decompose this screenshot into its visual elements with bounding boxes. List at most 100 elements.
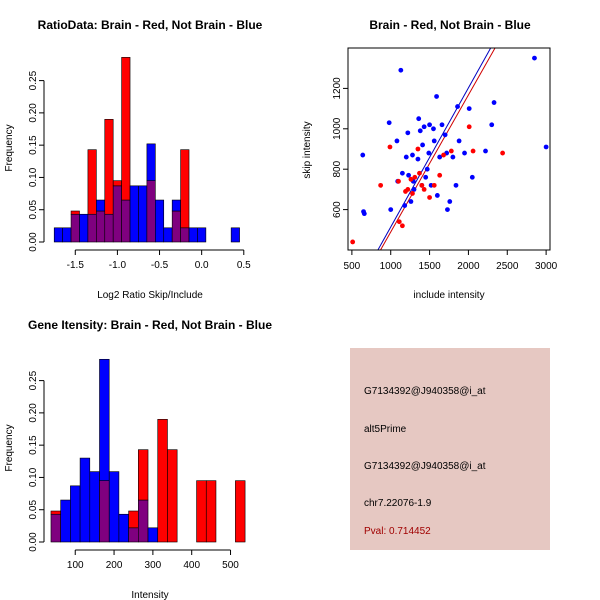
x-tick-label: 0.0 xyxy=(195,260,209,271)
probe-id-label: G7134392@J940358@i_at xyxy=(364,386,486,397)
x-tick-label: 500 xyxy=(222,560,239,571)
not-brain-point xyxy=(469,174,475,180)
not-brain-point xyxy=(421,124,427,130)
histogram-bar-not-brain xyxy=(79,213,89,243)
y-tick-label: 0.10 xyxy=(28,467,39,487)
ratio-histogram-bars xyxy=(53,57,240,243)
y-tick-label: 1000 xyxy=(332,117,343,140)
gene-histogram-panel: Gene Itensity: Brain - Red, Not Brain - … xyxy=(4,318,272,600)
location-label: chr7.22076-1.9 xyxy=(364,498,432,509)
not-brain-point xyxy=(442,132,448,138)
histogram-bar-overlap xyxy=(138,499,149,543)
not-brain-point xyxy=(447,199,453,204)
histogram-bar-not-brain xyxy=(155,199,165,243)
histogram-bar-not-brain xyxy=(129,185,139,243)
not-brain-point xyxy=(434,193,440,198)
x-tick-label: 2500 xyxy=(496,261,519,272)
histogram-bar-not-brain xyxy=(188,227,198,243)
histogram-bar-brain xyxy=(87,149,97,215)
ratio-histogram-x-axis: -1.5 -1.0 -0.5 0.0 0.5 xyxy=(67,249,251,271)
not-brain-point xyxy=(483,148,488,154)
not-brain-point xyxy=(402,203,408,208)
not-brain-point xyxy=(489,122,495,128)
x-tick-label: 400 xyxy=(183,560,200,571)
not-brain-point xyxy=(410,152,415,158)
y-tick-label: 800 xyxy=(332,160,343,177)
ratio-histogram-y-axis: 0.00 0.05 0.10 0.15 0.20 0.25 xyxy=(28,70,45,252)
histogram-bar-brain xyxy=(157,419,168,543)
y-tick-label: 0.05 xyxy=(28,200,39,220)
brain-point xyxy=(387,144,393,150)
x-tick-label: 500 xyxy=(344,261,361,272)
ratio-histogram-panel: RatioData: Brain - Red, Not Brain - Blue… xyxy=(4,18,263,301)
x-tick-label: -1.0 xyxy=(109,260,127,271)
not-brain-point xyxy=(405,130,411,136)
x-tick-label: 300 xyxy=(145,560,162,571)
scatter-xlabel: include intensity xyxy=(413,290,484,301)
brain-point xyxy=(405,187,411,192)
histogram-bar-brain xyxy=(112,180,122,187)
histogram-bar-not-brain xyxy=(70,485,81,543)
x-tick-label: 3000 xyxy=(535,261,558,272)
histogram-bar-overlap xyxy=(171,210,181,243)
x-tick-label: 1000 xyxy=(380,261,403,272)
not-brain-point xyxy=(466,106,472,111)
brain-point xyxy=(412,174,418,180)
not-brain-point xyxy=(417,128,423,134)
brain-point xyxy=(441,152,446,158)
x-tick-label: 2000 xyxy=(457,261,480,272)
histogram-bar-overlap xyxy=(146,180,156,243)
histogram-bar-brain xyxy=(235,480,246,543)
histogram-bar-not-brain xyxy=(171,199,181,212)
not-brain-point xyxy=(420,142,425,148)
not-brain-point xyxy=(361,211,367,217)
histogram-bar-brain xyxy=(50,510,61,515)
ratio-histogram-xlabel: Log2 Ratio Skip/Include xyxy=(97,290,203,301)
brain-point xyxy=(448,148,454,154)
histogram-bar-not-brain xyxy=(96,199,106,212)
gene-histogram-title: Gene Itensity: Brain - Red, Not Brain - … xyxy=(28,318,272,332)
not-brain-point xyxy=(445,207,450,213)
pval-label: Pval: 0.714452 xyxy=(364,526,431,537)
y-tick-label: 0.25 xyxy=(28,370,39,390)
histogram-bar-overlap xyxy=(70,213,80,243)
not-brain-point xyxy=(462,150,467,156)
brain-point xyxy=(500,150,506,156)
gene-histogram-ylabel: Frequency xyxy=(4,424,15,471)
histogram-bar-not-brain xyxy=(163,227,173,243)
not-brain-point xyxy=(416,116,422,122)
brain-point xyxy=(396,219,402,225)
histogram-bar-brain xyxy=(70,210,80,215)
y-tick-label: 600 xyxy=(332,201,343,218)
scatter-plot-frame xyxy=(347,47,551,251)
x-tick-label: 1500 xyxy=(418,261,441,272)
not-brain-point xyxy=(456,138,462,144)
histogram-bar-overlap xyxy=(121,199,131,243)
scatter-fit-lines xyxy=(377,48,496,250)
x-tick-label: 100 xyxy=(67,560,84,571)
regression-line xyxy=(379,48,496,250)
not-brain-point xyxy=(398,67,404,73)
brain-point xyxy=(437,172,443,178)
brain-point xyxy=(350,239,356,245)
y-tick-label: 1200 xyxy=(332,77,343,100)
not-brain-point xyxy=(411,187,417,192)
histogram-bar-brain xyxy=(196,480,207,543)
intensity-scatter-panel: Brain - Red, Not Brain - Blue include in… xyxy=(302,18,558,301)
histogram-bar-overlap xyxy=(87,213,97,243)
x-tick-label: -0.5 xyxy=(151,260,169,271)
histogram-bar-overlap xyxy=(128,527,139,543)
y-tick-label: 0.20 xyxy=(28,103,39,123)
brain-point xyxy=(410,191,415,196)
not-brain-point xyxy=(394,138,400,144)
histogram-bar-not-brain xyxy=(62,227,72,243)
histogram-bar-overlap xyxy=(96,210,106,243)
not-brain-point xyxy=(532,55,537,61)
not-brain-point xyxy=(415,156,421,162)
not-brain-point xyxy=(455,104,460,109)
scatter-y-axis: 600 800 1000 1200 xyxy=(332,77,348,218)
probe-info-panel: G7134392@J940358@i_at alt5Prime G7134392… xyxy=(350,348,550,550)
brain-point xyxy=(415,146,421,152)
gene-histogram-bars xyxy=(50,358,246,543)
